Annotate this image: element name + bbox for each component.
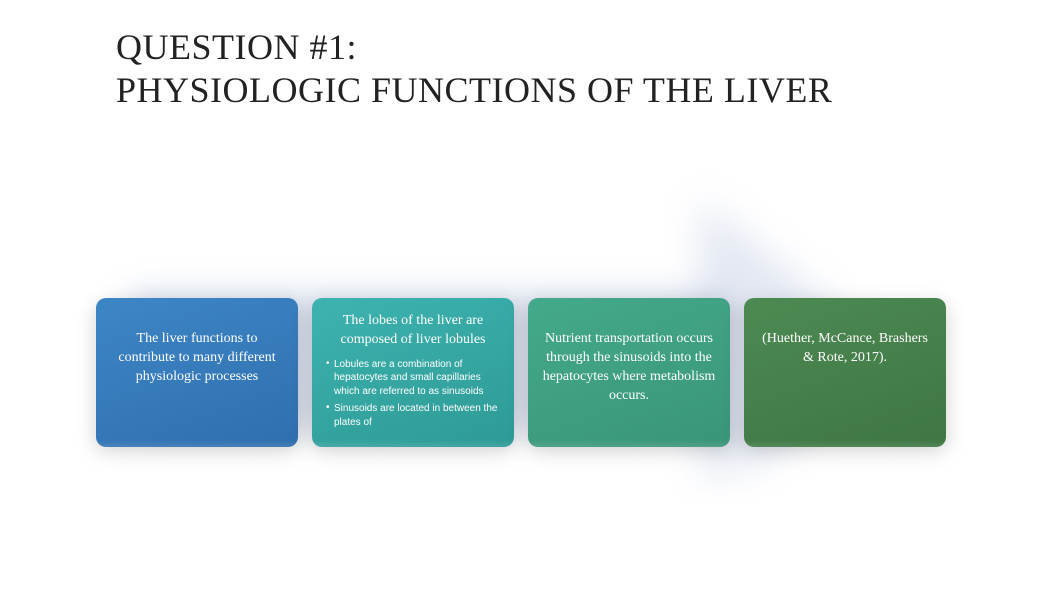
slide-title: QUESTION #1: PHYSIOLOGIC FUNCTIONS OF TH… [116, 26, 896, 112]
process-cards: The liver functions to contribute to man… [96, 298, 946, 447]
card-text: The liver functions to contribute to man… [110, 330, 284, 387]
title-line-2: PHYSIOLOGIC FUNCTIONS OF THE LIVER [116, 70, 832, 110]
process-card-3: Nutrient transportation occurs through t… [528, 298, 730, 447]
card-text: (Huether, McCance, Brashers & Rote, 2017… [758, 330, 932, 368]
bullet-item: Sinusoids are located in between the pla… [326, 402, 500, 429]
process-card-4: (Huether, McCance, Brashers & Rote, 2017… [744, 298, 946, 447]
card-text: Nutrient transportation occurs through t… [542, 330, 716, 406]
title-line-1: QUESTION #1: [116, 27, 357, 67]
process-card-1: The liver functions to contribute to man… [96, 298, 298, 447]
card-text: The lobes of the liver are composed of l… [326, 312, 500, 350]
bullet-item: Lobules are a combination of hepatocytes… [326, 358, 500, 399]
process-card-2: The lobes of the liver are composed of l… [312, 298, 514, 447]
card-bullets: Lobules are a combination of hepatocytes… [326, 358, 500, 434]
